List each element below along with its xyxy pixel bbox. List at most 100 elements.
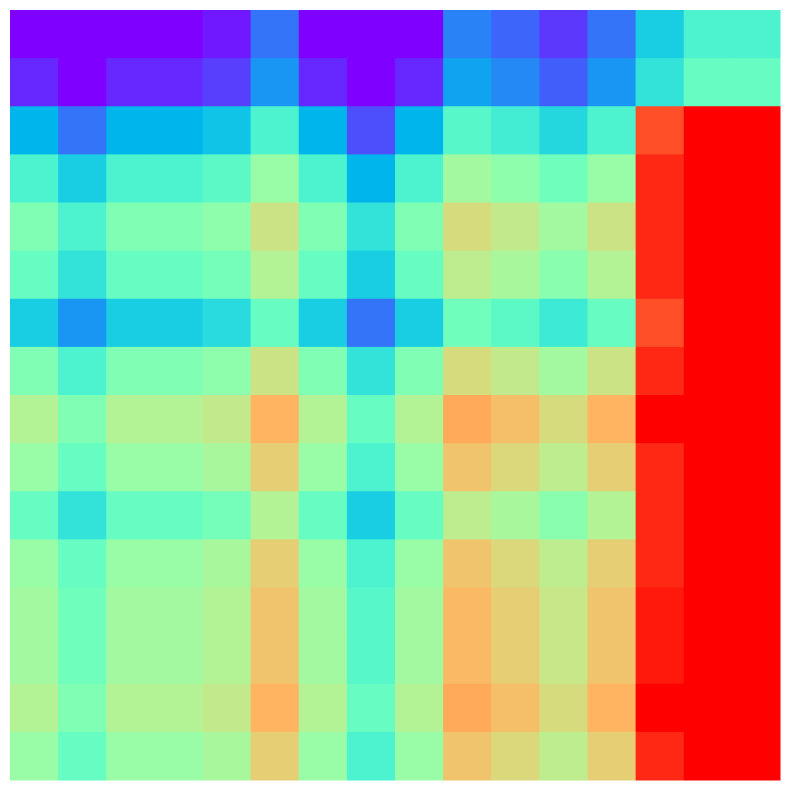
- heatmap-cell: [395, 443, 444, 492]
- heatmap-cell: [154, 443, 203, 492]
- heatmap-cell: [298, 683, 348, 733]
- heatmap-cell: [539, 539, 588, 588]
- heatmap-cell: [395, 491, 444, 540]
- heatmap-cell: [106, 635, 155, 685]
- heatmap-cell: [731, 635, 781, 685]
- heatmap-cell: [587, 491, 637, 540]
- heatmap-cell: [491, 443, 540, 492]
- heatmap-cell: [10, 202, 59, 252]
- heatmap-cell: [587, 443, 637, 492]
- heatmap-cell: [106, 395, 155, 444]
- heatmap-cell: [683, 106, 733, 155]
- heatmap-cell: [587, 10, 637, 59]
- heatmap-cell: [58, 395, 107, 444]
- heatmap-cell: [683, 202, 733, 252]
- heatmap-cell: [731, 346, 781, 396]
- heatmap-cell: [202, 491, 252, 540]
- heatmap-cell: [491, 250, 540, 300]
- heatmap-cell: [443, 346, 492, 396]
- heatmap-cell: [10, 731, 59, 781]
- heatmap-cell: [731, 106, 781, 155]
- heatmap-cell: [106, 298, 155, 348]
- heatmap-cell: [395, 58, 444, 107]
- heatmap-cell: [346, 154, 396, 203]
- heatmap-cell: [298, 58, 348, 107]
- heatmap-cell: [346, 10, 396, 59]
- heatmap-cell: [491, 106, 540, 155]
- heatmap-cell: [10, 58, 59, 107]
- heatmap-cell: [202, 250, 252, 300]
- heatmap-cell: [731, 58, 781, 107]
- heatmap-cell: [58, 443, 107, 492]
- heatmap-cell: [298, 154, 348, 203]
- heatmap-cell: [491, 202, 540, 252]
- heatmap-cell: [683, 154, 733, 203]
- heatmap-cell: [202, 587, 252, 637]
- heatmap-cell: [539, 202, 588, 252]
- heatmap-cell: [10, 10, 59, 59]
- heatmap-cell: [731, 587, 781, 637]
- heatmap-cell: [731, 298, 781, 348]
- heatmap-cell: [346, 491, 396, 540]
- heatmap-cell: [539, 154, 588, 203]
- heatmap-cell: [539, 10, 588, 59]
- heatmap-cell: [58, 106, 107, 155]
- heatmap-cell: [635, 106, 685, 155]
- heatmap-cell: [346, 539, 396, 588]
- heatmap-cell: [346, 106, 396, 155]
- heatmap-cell: [10, 298, 59, 348]
- heatmap-cell: [683, 683, 733, 733]
- heatmap-cell: [250, 635, 300, 685]
- heatmap-cell: [106, 154, 155, 203]
- heatmap-cell: [635, 58, 685, 107]
- heatmap-cell: [154, 10, 203, 59]
- heatmap-cell: [539, 443, 588, 492]
- heatmap-cell: [58, 539, 107, 588]
- heatmap-cell: [683, 395, 733, 444]
- heatmap-cell: [491, 539, 540, 588]
- heatmap-cell: [58, 250, 107, 300]
- heatmap-cell: [587, 202, 637, 252]
- heatmap-cell: [683, 731, 733, 781]
- heatmap-cell: [683, 491, 733, 540]
- heatmap-cell: [202, 539, 252, 588]
- heatmap-cell: [443, 202, 492, 252]
- heatmap-cell: [539, 250, 588, 300]
- heatmap-cell: [250, 202, 300, 252]
- heatmap-cell: [154, 298, 203, 348]
- heatmap-cell: [298, 250, 348, 300]
- heatmap-cell: [539, 395, 588, 444]
- heatmap-cell: [58, 58, 107, 107]
- heatmap-cell: [10, 683, 59, 733]
- heatmap-cell: [154, 635, 203, 685]
- heatmap-cell: [346, 443, 396, 492]
- heatmap-cell: [395, 587, 444, 637]
- heatmap-cell: [250, 683, 300, 733]
- heatmap-cell: [443, 106, 492, 155]
- heatmap-cell: [154, 154, 203, 203]
- heatmap-cell: [587, 539, 637, 588]
- heatmap-cell: [154, 731, 203, 781]
- heatmap-cell: [395, 539, 444, 588]
- heatmap-cell: [443, 491, 492, 540]
- heatmap-cell: [731, 395, 781, 444]
- heatmap-cell: [395, 683, 444, 733]
- heatmap-cell: [106, 58, 155, 107]
- heatmap-cell: [539, 106, 588, 155]
- heatmap-cell: [106, 10, 155, 59]
- heatmap-cell: [10, 250, 59, 300]
- heatmap-cell: [58, 587, 107, 637]
- heatmap-cell: [10, 491, 59, 540]
- heatmap-cell: [587, 154, 637, 203]
- heatmap-cell: [491, 491, 540, 540]
- heatmap-cell: [635, 539, 685, 588]
- heatmap-cell: [346, 395, 396, 444]
- heatmap-cell: [731, 491, 781, 540]
- heatmap-cell: [683, 346, 733, 396]
- heatmap-cell: [491, 635, 540, 685]
- heatmap-cell: [635, 395, 685, 444]
- heatmap-cell: [587, 587, 637, 637]
- heatmap-cell: [491, 58, 540, 107]
- heatmap-cell: [683, 298, 733, 348]
- heatmap-cell: [298, 635, 348, 685]
